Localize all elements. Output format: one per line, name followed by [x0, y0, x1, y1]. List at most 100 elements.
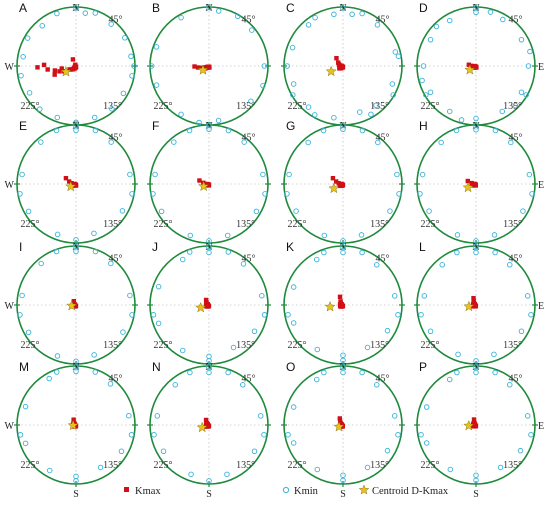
kmin-point	[239, 382, 246, 388]
kmin-point	[54, 231, 61, 238]
kmin-point	[492, 369, 498, 376]
stereonet-panel: H N E 45° 135° 225°	[414, 119, 544, 246]
kmin-point	[420, 63, 427, 69]
kmin-point	[206, 244, 212, 250]
kmin-point	[257, 413, 264, 419]
angle-45-label: 45°	[108, 253, 122, 264]
angle-45-label: 45°	[241, 373, 255, 384]
kmin-point	[359, 10, 365, 17]
kmin-point	[26, 90, 33, 96]
north-label: N	[339, 3, 346, 14]
kmin-point	[392, 49, 399, 55]
legend-centroid-label: Centroid D-Kmax	[372, 486, 449, 497]
kmin-point	[426, 208, 432, 214]
kmax-point	[473, 183, 478, 188]
kmin-point	[179, 347, 186, 354]
legend-centroid-marker	[358, 484, 370, 495]
angle-45-label: 45°	[508, 14, 522, 25]
kmin-point	[520, 208, 526, 214]
kmin-point	[321, 232, 328, 239]
kmin-point	[248, 98, 254, 104]
angle-135-label: 135°	[103, 340, 122, 351]
kmin-point	[240, 261, 247, 267]
kmin-point	[359, 127, 366, 134]
kmin-point	[261, 312, 268, 318]
west-label: W	[5, 301, 15, 312]
panel-letter: F	[152, 119, 159, 133]
kmin-point	[225, 369, 231, 376]
angle-45-label: 45°	[375, 373, 389, 384]
kmin-point	[24, 35, 31, 41]
kmin-point	[314, 376, 320, 383]
kmin-point	[507, 262, 513, 268]
angle-135-label: 135°	[503, 219, 522, 230]
panels-layer: A N W 45° 135° 225° B N 45° 135° 225° C N 45° 135° 225°…	[5, 1, 545, 500]
kmin-point	[529, 191, 535, 197]
kmin-point	[524, 293, 531, 299]
kmin-point	[396, 191, 402, 197]
kmax-point	[203, 297, 209, 303]
kmin-point	[418, 431, 424, 438]
kmin-point	[321, 249, 327, 256]
kmin-point	[25, 208, 32, 215]
kmin-point	[417, 191, 423, 197]
angle-225-label: 225°	[287, 101, 306, 112]
angle-45-label: 45°	[108, 14, 122, 25]
kmin-point	[179, 256, 186, 263]
kmax-point	[196, 65, 201, 70]
kmax-point	[70, 57, 76, 62]
angle-135-label: 135°	[370, 101, 389, 112]
angle-45-label: 45°	[108, 373, 122, 384]
kmin-point	[54, 10, 60, 17]
centroid-star	[464, 64, 476, 75]
kmin-point	[38, 260, 44, 267]
kmin-point	[54, 353, 61, 359]
kmin-point	[225, 249, 232, 255]
north-label: N	[339, 121, 346, 132]
panel-letter: A	[19, 1, 27, 15]
kmin-point	[127, 171, 133, 178]
kmin-point	[19, 292, 25, 299]
kmax-point	[59, 66, 64, 71]
kmin-point	[314, 466, 321, 473]
kmin-point	[528, 431, 534, 438]
kmin-point	[128, 53, 134, 60]
kmin-point	[384, 327, 391, 334]
kmax-point	[203, 417, 209, 423]
angle-225-label: 225°	[287, 460, 306, 471]
kmin-point	[359, 369, 365, 376]
legend-kmin-label: Kmin	[294, 486, 319, 497]
angle-135-label: 135°	[503, 460, 522, 471]
kmin-point	[290, 284, 297, 290]
kmin-point	[340, 364, 346, 370]
kmin-point	[234, 13, 241, 20]
panel-letter: B	[152, 1, 160, 15]
kmax-point	[473, 303, 479, 308]
panel-letter: L	[419, 240, 426, 254]
kmin-point	[508, 139, 514, 146]
angle-225-label: 225°	[420, 460, 439, 471]
angle-225-label: 225°	[20, 101, 39, 112]
kmin-point	[528, 311, 534, 318]
kmax-point	[474, 65, 479, 70]
kmin-point	[22, 403, 29, 410]
kmin-point	[153, 82, 160, 88]
kmin-point	[290, 404, 297, 410]
kmin-point	[187, 369, 193, 376]
kmin-point	[155, 283, 162, 290]
kmin-point	[473, 477, 479, 484]
stereonet-panel: C N 45° 135° 225°	[281, 1, 405, 128]
kmin-point	[206, 126, 212, 133]
kmin-point	[129, 191, 135, 197]
south-label: S	[73, 489, 79, 500]
kmin-point	[340, 126, 346, 133]
kmin-point	[321, 369, 327, 376]
kmin-point	[473, 244, 479, 250]
angle-135-label: 135°	[236, 340, 255, 351]
kmax-point	[471, 295, 476, 301]
kmax-point	[334, 56, 339, 61]
kmin-point	[364, 344, 371, 351]
stereonet-panel: F N 45° 135° 225°	[147, 119, 271, 246]
kmin-point	[206, 249, 212, 256]
angle-135-label: 135°	[236, 219, 255, 230]
